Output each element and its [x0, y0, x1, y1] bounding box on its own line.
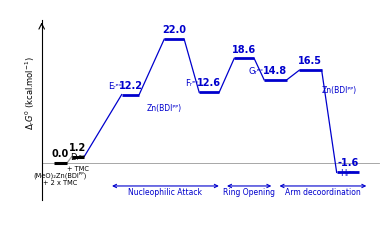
- Text: 12.6: 12.6: [197, 78, 221, 88]
- Text: 14.8: 14.8: [263, 66, 287, 76]
- Text: Dᵣᵉᶜ: Dᵣᵉᶜ: [70, 153, 85, 162]
- Text: -1.6: -1.6: [337, 159, 359, 168]
- Text: Zn(BDIᴾᴾ): Zn(BDIᴾᴾ): [147, 104, 182, 113]
- Text: (MeO)₂Zn(BDIᴾᴾ)
+ 2 x TMC: (MeO)₂Zn(BDIᴾᴾ) + 2 x TMC: [33, 172, 87, 186]
- Text: Eᵣᵉᶜ: Eᵣᵉᶜ: [108, 81, 122, 91]
- Text: 22.0: 22.0: [162, 25, 186, 35]
- Text: 1.2: 1.2: [69, 143, 87, 153]
- Text: Ring Opening: Ring Opening: [223, 188, 275, 197]
- Text: 12.2: 12.2: [118, 81, 142, 91]
- Text: Nucleophilic Attack: Nucleophilic Attack: [129, 188, 202, 197]
- Text: 16.5: 16.5: [298, 56, 322, 66]
- Text: Hᵣᵉᶜ: Hᵣᵉᶜ: [340, 169, 356, 178]
- Text: Arm decoordination: Arm decoordination: [285, 188, 361, 197]
- Text: Fᵣᵉᶜ: Fᵣᵉᶜ: [185, 79, 199, 88]
- Text: 18.6: 18.6: [232, 44, 256, 54]
- Text: Zn(BDIᴾᴾ): Zn(BDIᴾᴾ): [322, 86, 357, 95]
- Text: Gᵣᵉᶜ: Gᵣᵉᶜ: [249, 67, 264, 76]
- Text: + TMC: + TMC: [67, 166, 89, 172]
- Text: 0.0: 0.0: [52, 150, 69, 160]
- Text: $\Delta_r G^0$ (kcal.mol$^{-1}$): $\Delta_r G^0$ (kcal.mol$^{-1}$): [23, 56, 37, 130]
